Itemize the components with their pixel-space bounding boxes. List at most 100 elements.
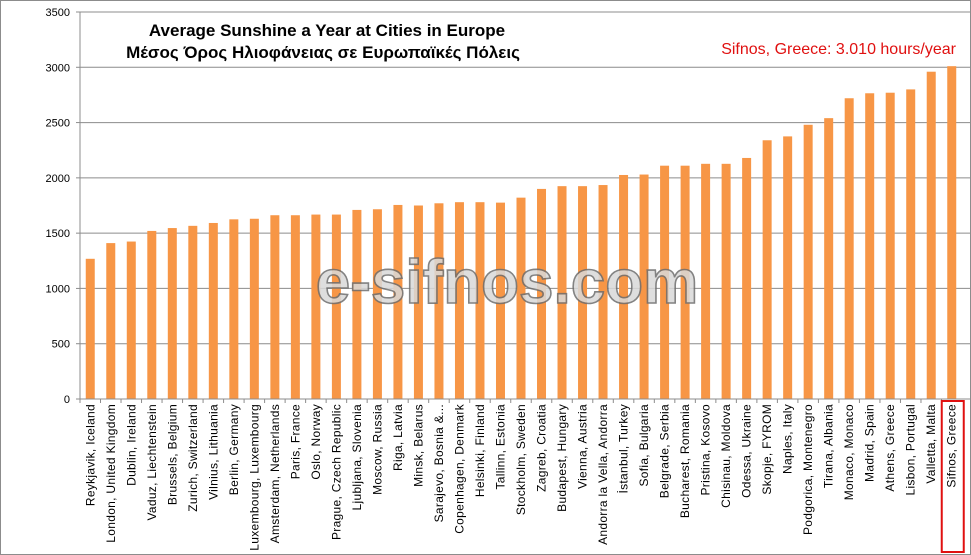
x-tick-label: Dublin, Ireland <box>124 404 138 486</box>
bar <box>372 209 382 399</box>
x-tick-label: Chisinau, Moldova <box>719 404 733 508</box>
bar <box>619 174 629 399</box>
x-tick-label: Tirana, Albania <box>822 404 836 488</box>
x-tick-label: Tallinn, Estonia <box>493 404 507 490</box>
bar <box>906 89 916 400</box>
bar <box>660 165 670 399</box>
bar <box>454 202 464 399</box>
bar <box>578 186 588 399</box>
bar <box>249 218 259 399</box>
x-tick-label: Bucharest, Romania <box>678 404 692 518</box>
x-tick-label: İstanbul, Turkey <box>617 404 631 494</box>
x-tick-label: Luxembourg, Luxembourg <box>247 404 261 551</box>
bar <box>85 258 95 399</box>
x-tick-label: Oslo, Norway <box>309 404 323 480</box>
y-tick-label: 0 <box>64 394 70 406</box>
bar <box>639 174 649 399</box>
y-tick-label: 2500 <box>46 118 70 130</box>
x-tick-label: Belgrade, Serbia <box>658 404 672 498</box>
chart-title: Average Sunshine a Year at Cities in Eur… <box>149 21 505 40</box>
x-tick-label: Vaduz, Liechtenstein <box>145 404 159 521</box>
watermark: e-sifnos.com <box>316 248 698 317</box>
y-tick-label: 3000 <box>46 62 70 74</box>
x-tick-label: Stockholm, Sweden <box>514 404 528 515</box>
bar <box>762 140 772 399</box>
bar <box>167 228 177 399</box>
x-tick-label: Brussels, Belgium <box>165 404 179 505</box>
bar <box>434 203 444 399</box>
bar <box>208 222 218 399</box>
x-tick-label: Zurich, Switzerland <box>186 404 200 512</box>
x-tick-label: Amsterdam, Netherlands <box>268 404 282 543</box>
bar <box>742 157 752 399</box>
sifnos-annotation: Sifnos, Greece: 3.010 hours/year <box>721 41 956 58</box>
bar <box>783 136 793 399</box>
bar <box>537 188 547 399</box>
x-tick-label: Helsinki, Finland <box>473 404 487 497</box>
bar <box>721 163 731 399</box>
bar <box>393 204 403 399</box>
bar <box>331 214 341 399</box>
y-tick-label: 2000 <box>46 173 70 185</box>
bar <box>270 215 280 399</box>
bar <box>290 215 300 399</box>
x-tick-label: Copenhagen, Denmark <box>452 403 466 533</box>
bar <box>947 66 957 400</box>
bar <box>516 197 526 399</box>
x-tick-label: Paris, France <box>288 404 302 479</box>
y-tick-label: 1000 <box>46 283 70 295</box>
x-tick-label: Sofia, Bulgaria <box>637 404 651 487</box>
bar <box>106 243 116 399</box>
x-tick-label: Lisbon, Portugal <box>904 404 918 496</box>
bar <box>126 241 136 399</box>
x-tick-label: Minsk, Belarus <box>411 404 425 487</box>
x-tick-label: Riga, Latvia <box>391 404 405 471</box>
x-tick-label: Ljubljana, Slovenia <box>350 404 364 510</box>
x-tick-label: Moscow, Russia <box>370 404 384 495</box>
x-tick-label: Vienna, Austria <box>576 404 590 489</box>
bar <box>824 118 834 400</box>
bar <box>680 165 690 399</box>
x-tick-label: Athens, Greece <box>883 404 897 492</box>
x-tick-label: Andorra la Vella, Andorra <box>596 404 610 545</box>
bar <box>701 163 711 399</box>
bar <box>598 185 608 399</box>
x-tick-label: Sarajevo, Bosnia &... <box>432 404 446 522</box>
x-tick-label: Valletta, Malta <box>924 404 938 484</box>
x-tick-label: Berlin, Germany <box>227 404 241 495</box>
x-tick-label: Reykjavik, Iceland <box>83 404 97 506</box>
x-tick-label: Monaco, Monaco <box>842 404 856 500</box>
bar <box>188 225 198 399</box>
x-tick-label: Vilnius, Lithuania <box>206 404 220 500</box>
x-tick-label: Zagreb, Croatia <box>535 404 549 492</box>
x-tick-label: Madrid, Spain <box>863 404 877 482</box>
bar <box>844 98 854 399</box>
bar <box>311 214 321 399</box>
bar <box>147 230 157 399</box>
x-tick-label: Podgorica, Montenegro <box>801 404 815 535</box>
bar <box>865 93 875 400</box>
chart-subtitle: Μέσος Όρος Ηλιοφάνειας σε Ευρωπαϊκές Πόλ… <box>126 43 520 62</box>
x-tick-label: Pristina, Kosovo <box>699 404 713 496</box>
x-tick-label: Skopje, FYROM <box>760 404 774 495</box>
x-tick-label: Prague, Czech Republic <box>329 404 343 540</box>
bar <box>413 205 423 399</box>
y-tick-label: 3500 <box>46 7 70 19</box>
x-tick-label: Sifnos, Greece <box>945 404 959 488</box>
bar <box>352 209 362 399</box>
bar <box>229 219 239 399</box>
y-tick-label: 1500 <box>46 228 70 240</box>
bar <box>926 71 936 400</box>
x-tick-label: Odessa, Ukraine <box>740 404 754 498</box>
bar <box>495 202 505 399</box>
x-tick-label: Budapest, Hungary <box>555 404 569 512</box>
y-tick-label: 500 <box>52 339 70 351</box>
bar <box>557 186 567 399</box>
bar <box>803 124 813 399</box>
highlight-box <box>940 400 965 553</box>
bar <box>885 92 895 400</box>
x-tick-label: London, United Kingdom <box>104 404 118 543</box>
bar <box>475 202 485 399</box>
